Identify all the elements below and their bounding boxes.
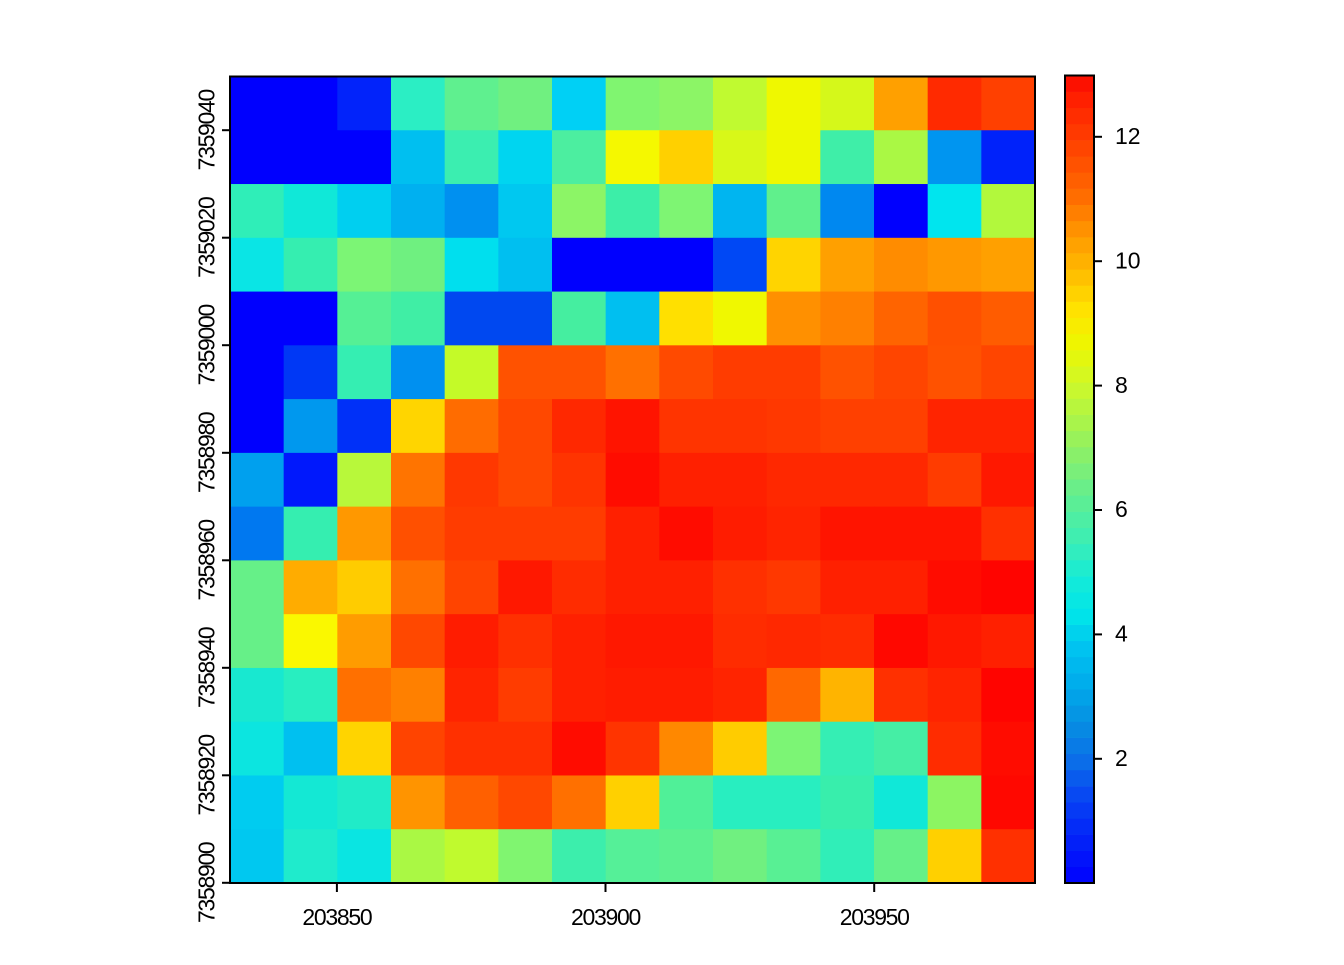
svg-text:7358940: 7358940	[194, 627, 220, 708]
svg-text:203900: 203900	[571, 904, 640, 930]
svg-text:7358900: 7358900	[194, 842, 220, 923]
svg-text:4: 4	[1115, 621, 1128, 647]
svg-text:8: 8	[1115, 372, 1128, 398]
svg-text:7359040: 7359040	[194, 89, 220, 170]
svg-text:7358960: 7358960	[194, 520, 220, 601]
svg-text:6: 6	[1115, 496, 1128, 522]
svg-text:7358920: 7358920	[194, 735, 220, 816]
svg-text:7359020: 7359020	[194, 197, 220, 278]
svg-text:203850: 203850	[302, 904, 371, 930]
svg-text:7358980: 7358980	[194, 412, 220, 493]
svg-text:10: 10	[1115, 247, 1141, 273]
svg-text:2: 2	[1115, 745, 1128, 771]
svg-text:12: 12	[1115, 123, 1141, 149]
svg-text:203950: 203950	[840, 904, 909, 930]
svg-text:7359000: 7359000	[194, 304, 220, 385]
